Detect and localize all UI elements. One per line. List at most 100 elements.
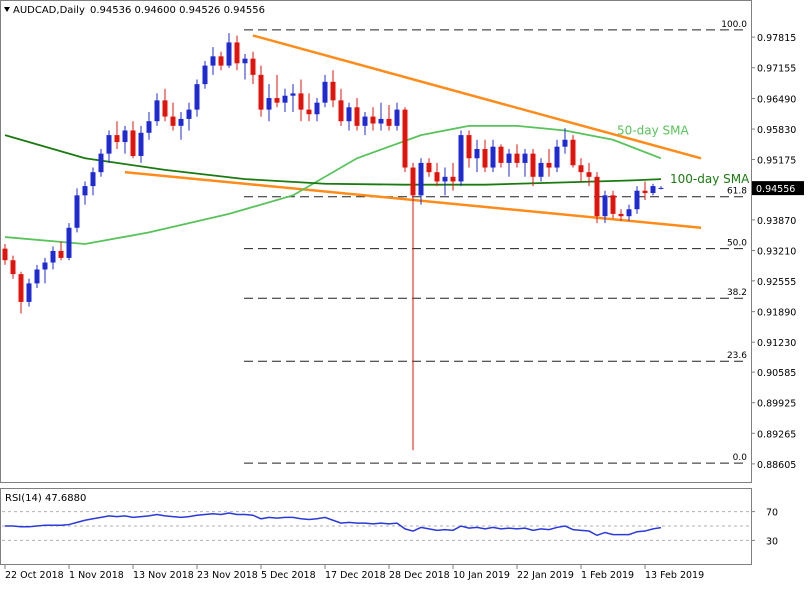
time-axis: 22 Oct 2018 1 Nov 2018 13 Nov 2018 23 Nov 2… bbox=[4, 565, 704, 581]
candle-body bbox=[34, 269, 40, 284]
chart-ohlc: 0.94536 0.94600 0.94526 0.94556 bbox=[90, 5, 265, 16]
last-price-tag bbox=[752, 181, 804, 196]
candle-body bbox=[658, 187, 664, 189]
candle-body bbox=[114, 135, 120, 143]
rsi-pane: 70 30 RSI(14) 47.6880 bbox=[2, 493, 778, 547]
candle-body bbox=[522, 153, 528, 163]
candle-body bbox=[402, 109, 408, 168]
candle-body bbox=[594, 176, 600, 217]
candle-body bbox=[354, 107, 360, 126]
candle-body bbox=[186, 109, 192, 119]
candle-body bbox=[42, 262, 48, 270]
candle-body bbox=[546, 162, 552, 168]
rsi-tick-label: 70 bbox=[766, 508, 778, 519]
fib-level-label: 0.0 bbox=[733, 453, 748, 463]
candle-body bbox=[506, 153, 512, 163]
candle-body bbox=[530, 153, 536, 177]
candle-body bbox=[26, 283, 32, 302]
candle-body bbox=[282, 95, 288, 103]
candle-body bbox=[194, 84, 200, 110]
candle-body bbox=[82, 186, 88, 196]
trendline-upper bbox=[252, 34, 702, 160]
price-axis: 0.97815 0.97155 0.96490 0.95830 0.95175 0.945… bbox=[751, 33, 804, 471]
candle-body bbox=[106, 135, 112, 154]
chart-symbol: AUDCAD,Daily bbox=[13, 5, 85, 16]
sma50-line bbox=[4, 124, 662, 245]
candle-body bbox=[618, 213, 624, 217]
candle-body bbox=[154, 100, 160, 122]
candle-body bbox=[626, 209, 632, 217]
candle-body bbox=[58, 250, 64, 258]
candle-body bbox=[298, 93, 304, 110]
candle-body bbox=[138, 132, 144, 156]
price-tick-label: 0.95830 bbox=[757, 125, 796, 136]
candle-body bbox=[210, 56, 216, 66]
time-tick-label: 13 Feb 2019 bbox=[645, 570, 704, 581]
candle-body bbox=[450, 176, 456, 182]
sma100-label: 100-day SMA bbox=[670, 172, 750, 186]
fib-level-label: 100.0 bbox=[721, 20, 747, 30]
time-tick-label: 1 Feb 2019 bbox=[581, 570, 634, 581]
candle-body bbox=[642, 190, 648, 194]
candle-body bbox=[90, 172, 96, 187]
candle-body bbox=[130, 130, 136, 156]
candle-body bbox=[586, 172, 592, 177]
time-tick-label: 23 Nov 2018 bbox=[197, 570, 258, 581]
candle-body bbox=[466, 135, 472, 159]
candle-body bbox=[322, 81, 328, 103]
price-tick-label: 0.89265 bbox=[757, 429, 796, 440]
rsi-line bbox=[5, 512, 662, 537]
candle-body bbox=[290, 93, 296, 96]
candle-body bbox=[146, 121, 152, 133]
candle-body bbox=[346, 107, 352, 122]
candle-body bbox=[482, 149, 488, 168]
time-tick-label: 5 Dec 2018 bbox=[261, 570, 316, 581]
candle-body bbox=[538, 162, 544, 177]
candle-body bbox=[18, 274, 24, 302]
candle-body bbox=[266, 98, 272, 110]
sma50-label: 50-day SMA bbox=[617, 123, 689, 137]
main-pane-frame bbox=[0, 0, 752, 483]
candle-body bbox=[554, 146, 560, 168]
fib-level-label: 50.0 bbox=[727, 239, 747, 249]
candle-body bbox=[410, 167, 416, 196]
candle-body bbox=[474, 149, 480, 159]
price-tick-label: 0.91230 bbox=[757, 338, 796, 349]
candle-body bbox=[74, 195, 80, 228]
candle-body bbox=[250, 58, 256, 75]
candle-body bbox=[602, 195, 608, 217]
candle-body bbox=[426, 162, 432, 173]
price-tick-label: 0.97815 bbox=[757, 33, 796, 44]
candle-body bbox=[10, 260, 16, 275]
candle-body bbox=[202, 65, 208, 85]
candle-body bbox=[122, 130, 128, 143]
candle-body bbox=[610, 195, 616, 214]
price-tick-label: 0.97155 bbox=[757, 64, 796, 75]
candle-body bbox=[242, 58, 248, 64]
fib-level-label: 61.8 bbox=[727, 187, 747, 197]
candle-body bbox=[314, 102, 320, 115]
candle-body bbox=[378, 118, 384, 124]
candle-body bbox=[330, 81, 336, 101]
candle-body bbox=[234, 42, 240, 64]
time-tick-label: 28 Dec 2018 bbox=[389, 570, 450, 581]
candle-body bbox=[434, 172, 440, 182]
candle-body bbox=[66, 227, 72, 258]
last-price-label: 0.94556 bbox=[756, 184, 795, 195]
candle-body bbox=[170, 116, 176, 126]
candle-body bbox=[490, 146, 496, 168]
candle-body bbox=[634, 190, 640, 210]
candle-body bbox=[578, 165, 584, 173]
candle-body bbox=[338, 100, 344, 122]
candle-body bbox=[274, 98, 280, 103]
symbol-arrow-icon bbox=[4, 7, 10, 12]
price-tick-label: 0.92555 bbox=[757, 277, 796, 288]
candle-body bbox=[362, 116, 368, 126]
candlesticks bbox=[2, 33, 664, 451]
candle-body bbox=[218, 56, 224, 66]
fib-level-label: 38.2 bbox=[727, 288, 747, 298]
candle-body bbox=[418, 162, 424, 196]
time-tick-label: 22 Oct 2018 bbox=[5, 570, 64, 581]
time-tick-label: 17 Dec 2018 bbox=[325, 570, 386, 581]
